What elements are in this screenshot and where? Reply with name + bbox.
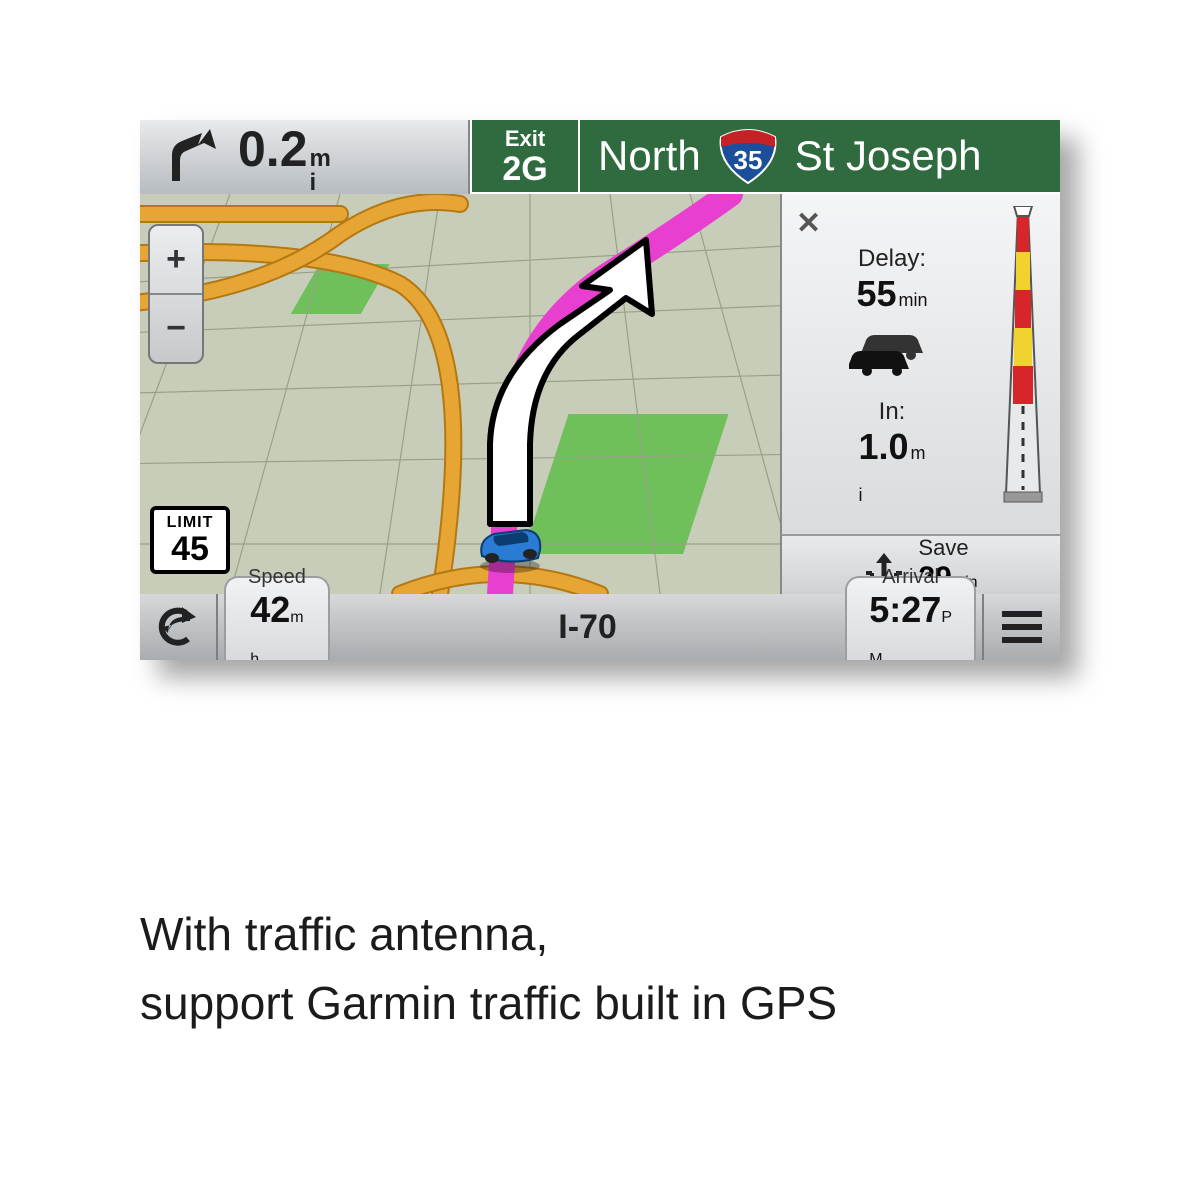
distance-value: 0.2	[238, 120, 308, 178]
speed-info[interactable]: Speed 42mh	[224, 576, 330, 660]
caption-line-2: support Garmin traffic built in GPS	[140, 969, 837, 1038]
svg-text:35: 35	[733, 145, 762, 175]
limit-value: 45	[154, 532, 226, 566]
turn-right-fork-icon	[154, 129, 224, 185]
exit-label: Exit	[505, 126, 545, 152]
destination-text: St Joseph	[795, 132, 982, 180]
in-value: 1.0mi	[858, 426, 925, 510]
menu-button[interactable]	[982, 594, 1060, 660]
bottom-bar: Speed 42mh I-70 Arrival 5:27PM	[140, 594, 1060, 660]
next-turn-distance: 0.2 mi	[238, 120, 331, 195]
traffic-panel: ✕ Delay: 55min In: 1.0m	[780, 194, 1060, 534]
distance-unit: mi	[310, 147, 331, 195]
zoom-in-button[interactable]: +	[150, 226, 202, 293]
zoom-control: + −	[148, 224, 204, 364]
delay-value: 55min	[856, 273, 927, 315]
gps-device-screen: 0.2 mi Exit 2G North 35 St Joseph	[140, 120, 1060, 660]
speed-label: Speed	[248, 566, 306, 589]
traffic-cars-icon	[849, 329, 935, 384]
speed-value: 42mh	[250, 589, 303, 661]
in-label: In:	[879, 398, 906, 426]
traffic-bar-icon	[1000, 206, 1046, 506]
exit-sign: Exit 2G	[470, 120, 580, 194]
speed-limit-sign: LIMIT 45	[150, 506, 230, 574]
direction-text: North	[598, 132, 701, 180]
arrival-value: 5:27PM	[869, 589, 952, 661]
map-svg	[140, 194, 780, 594]
vehicle-icon	[470, 518, 550, 574]
product-caption: With traffic antenna, support Garmin tra…	[140, 900, 837, 1038]
arrival-label: Arrival	[882, 566, 939, 589]
delay-label: Delay:	[858, 245, 926, 273]
caption-line-1: With traffic antenna,	[140, 900, 837, 969]
exit-number: 2G	[502, 152, 547, 186]
destination-sign[interactable]: North 35 St Joseph	[580, 120, 1060, 194]
interstate-shield-icon: 35	[717, 127, 779, 185]
map-view[interactable]: + − LIMIT 45	[140, 194, 780, 594]
save-label: Save	[918, 535, 977, 561]
back-button[interactable]	[140, 594, 218, 660]
close-traffic-button[interactable]: ✕	[796, 206, 821, 241]
top-bar: 0.2 mi Exit 2G North 35 St Joseph	[140, 120, 1060, 194]
arrival-info[interactable]: Arrival 5:27PM	[845, 576, 976, 660]
zoom-out-button[interactable]: −	[150, 295, 202, 362]
current-road[interactable]: I-70	[336, 594, 839, 660]
next-turn-panel[interactable]: 0.2 mi	[140, 120, 470, 194]
